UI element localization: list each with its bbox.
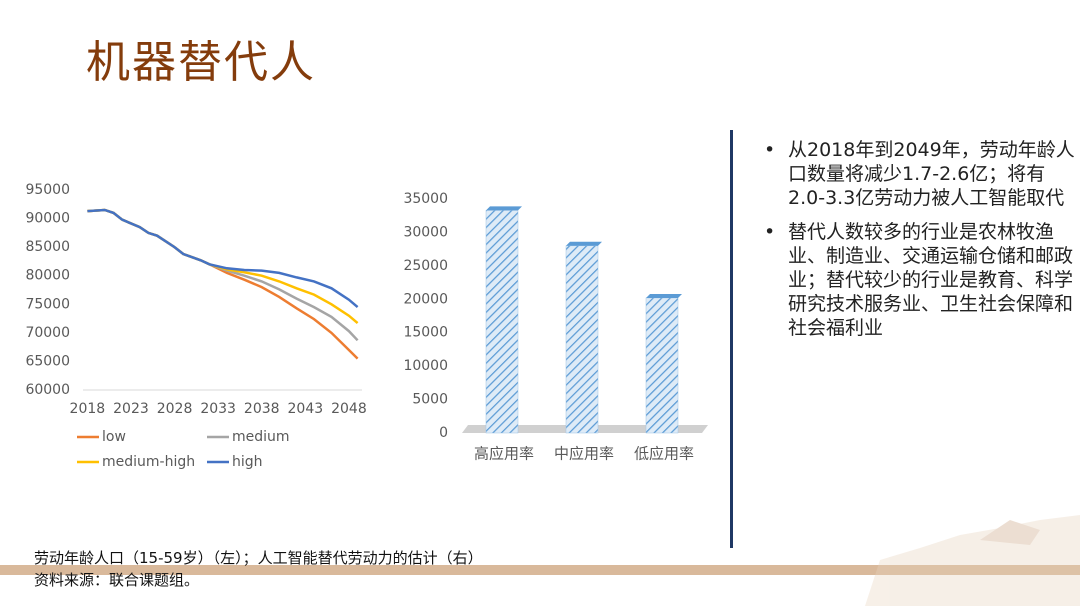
caption: 资料来源：联合课题组。 [34,571,200,589]
legend-label: medium [232,429,290,445]
slide-title: 机器替代人 [86,37,316,88]
bar [645,297,679,434]
y-tick-label: 65000 [25,353,70,369]
divider [730,130,733,548]
y-tick-label: 10000 [403,358,448,374]
y-tick-label: 15000 [403,325,448,341]
y-tick-label: 5000 [412,392,448,408]
decoration [865,515,1080,606]
y-tick-label: 0 [439,425,448,441]
x-tick-label: 2018 [70,401,106,417]
x-tick-label: 2028 [157,401,193,417]
y-tick-label: 95000 [25,182,70,198]
y-tick-label: 80000 [25,268,70,284]
x-tick-label: 2023 [113,401,149,417]
footer-band [0,565,1080,575]
bar-top [646,293,682,298]
y-tick-label: 20000 [403,291,448,307]
x-tick-label: 2033 [200,401,236,417]
x-tick-label: 中应用率 [554,445,614,463]
bar-top [566,241,602,246]
x-tick-label: 高应用率 [474,445,534,463]
legend-label: low [102,429,126,445]
y-tick-label: 30000 [403,224,448,240]
bar [485,210,519,434]
bar [565,245,599,434]
x-tick-label: 低应用率 [634,445,694,463]
legend-label: medium-high [102,454,195,470]
y-tick-label: 90000 [25,211,70,227]
bullet-list: 从2018年到2049年，劳动年龄人口数量将减少1.7-2.6亿；将有2.0-3… [764,138,1076,350]
legend-label: high [232,454,263,470]
x-tick-label: 2048 [331,401,367,417]
y-tick-label: 60000 [25,382,70,398]
y-tick-label: 70000 [25,325,70,341]
x-tick-label: 2038 [244,401,280,417]
y-tick-label: 85000 [25,239,70,255]
bullet: 替代人数较多的行业是农林牧渔业、制造业、交通运输仓储和邮政业；替代较少的行业是教… [764,220,1076,340]
line-series [87,208,359,309]
y-tick-label: 35000 [403,191,448,207]
y-tick-label: 25000 [403,258,448,274]
line-series [87,208,359,360]
x-tick-label: 2043 [288,401,324,417]
caption: 劳动年龄人口（15-59岁）（左）；人工智能替代劳动力的估计（右） [34,549,483,567]
bar-top [486,206,522,211]
bullet: 从2018年到2049年，劳动年龄人口数量将减少1.7-2.6亿；将有2.0-3… [764,138,1076,210]
y-tick-label: 75000 [25,296,70,312]
